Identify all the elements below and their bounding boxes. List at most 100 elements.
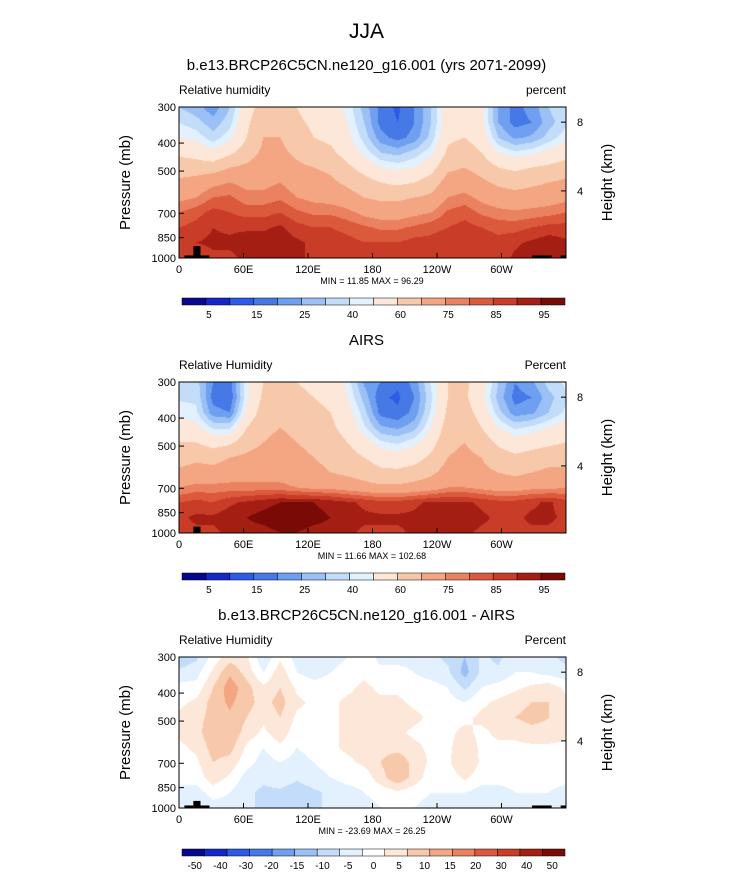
- y-tick-label: 700: [158, 483, 176, 495]
- min-max-stats: MIN = 11.85 MAX = 96.29: [320, 276, 423, 286]
- land-mask-block: [200, 255, 210, 258]
- land-mask-block: [200, 805, 210, 808]
- right-tick-label: 8: [577, 117, 583, 129]
- colorbar-label: 95: [539, 585, 551, 596]
- units-label: Percent: [525, 633, 567, 647]
- land-mask-block: [184, 255, 194, 258]
- land-mask-block: [184, 805, 194, 808]
- units-label: percent: [526, 83, 567, 97]
- y-tick-label: 1000: [152, 803, 176, 815]
- variable-label: Relative Humidity: [179, 358, 272, 372]
- colorbar-label: 20: [470, 861, 482, 872]
- colorbar-label: 25: [299, 585, 311, 596]
- x-tick-label: 0: [176, 814, 182, 826]
- land-mask-block: [193, 526, 201, 533]
- colorbar-swatch: [277, 297, 302, 306]
- colorbar-label: 5: [206, 310, 212, 321]
- colorbar-swatch: [540, 572, 566, 581]
- x-tick-label: 60W: [490, 814, 513, 826]
- x-tick-label: 180: [363, 264, 381, 276]
- colorbar-swatch: [205, 297, 231, 306]
- y-tick-label: 500: [158, 716, 176, 728]
- x-tick-label: 0: [176, 539, 182, 551]
- colorbar-label: 10: [419, 861, 431, 872]
- land-mask-block: [531, 255, 552, 258]
- x-tick-label: 120W: [423, 264, 452, 276]
- colorbar-swatch: [474, 848, 498, 857]
- panel-title: b.e13.BRCP26C5CN.ne120_g16.001 (yrs 2071…: [187, 57, 546, 74]
- panel-1: b.e13.BRCP26C5CN.ne120_g16.001 (yrs 2071…: [117, 57, 616, 321]
- colorbar-swatch: [421, 572, 446, 581]
- colorbar-swatch: [181, 572, 207, 581]
- colorbar-swatch: [253, 297, 278, 306]
- colorbar-label: 85: [491, 585, 503, 596]
- colorbar-swatch: [361, 848, 386, 857]
- colorbar-swatch: [397, 297, 422, 306]
- colorbar-label: 95: [539, 310, 551, 321]
- x-tick-label: 180: [363, 539, 381, 551]
- colorbar-swatch: [204, 848, 228, 857]
- colorbar-label: -50: [188, 861, 203, 872]
- x-tick-label: 120W: [423, 539, 452, 551]
- y-tick-label: 500: [158, 441, 176, 453]
- x-tick-label: 120E: [295, 814, 321, 826]
- colorbar-swatch: [445, 297, 470, 306]
- panel-title: AIRS: [349, 332, 384, 349]
- colorbar-swatch: [349, 297, 374, 306]
- land-mask-block: [560, 255, 567, 258]
- colorbar-swatch: [516, 297, 542, 306]
- x-tick-label: 120E: [295, 264, 321, 276]
- y-tick-label: 1000: [152, 528, 176, 540]
- y-tick-label: 700: [158, 758, 176, 770]
- colorbar-swatch: [349, 572, 374, 581]
- colorbar-swatch: [445, 572, 470, 581]
- colorbar-swatch: [229, 572, 255, 581]
- right-axis-label: Height (km): [599, 419, 616, 497]
- y-tick-label: 300: [158, 102, 176, 114]
- variable-label: Relative Humidity: [179, 633, 272, 647]
- colorbar-swatch: [540, 297, 566, 306]
- y-axis-label: Pressure (mb): [117, 410, 134, 505]
- colorbar-label: 15: [251, 585, 263, 596]
- y-tick-label: 1000: [152, 253, 176, 265]
- colorbar-swatch: [277, 572, 302, 581]
- colorbar-label: -20: [264, 861, 279, 872]
- heatmap-field: [179, 657, 566, 808]
- y-tick-label: 300: [158, 652, 176, 664]
- y-tick-label: 300: [158, 377, 176, 389]
- units-label: Percent: [525, 358, 567, 372]
- heatmap-field: [179, 107, 566, 258]
- right-axis-label: Height (km): [599, 694, 616, 772]
- colorbar-swatch: [229, 297, 255, 306]
- colorbar-swatch: [492, 297, 518, 306]
- colorbar-label: 40: [347, 585, 359, 596]
- colorbar-swatch: [226, 848, 250, 857]
- y-tick-label: 850: [158, 508, 176, 520]
- min-max-stats: MIN = 11.66 MAX = 102.68: [318, 551, 426, 561]
- x-tick-label: 120W: [423, 814, 452, 826]
- colorbar-swatch: [397, 572, 422, 581]
- colorbar-swatch: [519, 848, 543, 857]
- colorbar-swatch: [542, 848, 566, 857]
- colorbar-swatch: [497, 848, 521, 857]
- colorbar-label: -5: [344, 861, 353, 872]
- colorbar-swatch: [325, 297, 350, 306]
- colorbar-label: 0: [371, 861, 377, 872]
- colorbar-swatch: [373, 297, 398, 306]
- colorbar-swatch: [249, 848, 273, 857]
- colorbar-label: 5: [396, 861, 402, 872]
- y-tick-label: 400: [158, 138, 176, 150]
- land-mask-block: [531, 805, 552, 808]
- colorbar-label: 40: [347, 310, 359, 321]
- right-tick-label: 4: [577, 736, 583, 748]
- x-tick-label: 120E: [295, 539, 321, 551]
- colorbar-swatch: [325, 572, 350, 581]
- colorbar-label: -30: [239, 861, 254, 872]
- colorbar-swatch: [181, 297, 207, 306]
- colorbar-swatch: [429, 848, 453, 857]
- x-tick-label: 60W: [490, 264, 513, 276]
- colorbar-swatch: [384, 848, 408, 857]
- colorbar-label: 30: [496, 861, 508, 872]
- colorbar-swatch: [407, 848, 431, 857]
